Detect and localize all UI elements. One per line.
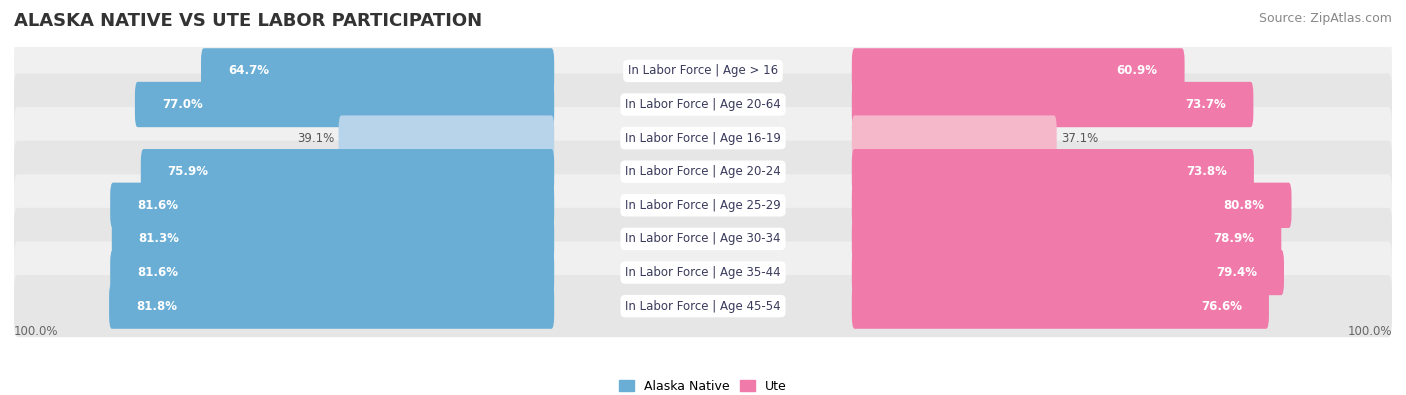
Text: Source: ZipAtlas.com: Source: ZipAtlas.com: [1258, 12, 1392, 25]
Text: 75.9%: 75.9%: [167, 165, 208, 178]
FancyBboxPatch shape: [112, 216, 554, 261]
Text: 100.0%: 100.0%: [1347, 325, 1392, 338]
FancyBboxPatch shape: [852, 82, 1253, 127]
Text: In Labor Force | Age 20-24: In Labor Force | Age 20-24: [626, 165, 780, 178]
FancyBboxPatch shape: [135, 82, 554, 127]
Text: In Labor Force | Age 25-29: In Labor Force | Age 25-29: [626, 199, 780, 212]
FancyBboxPatch shape: [339, 115, 554, 161]
FancyBboxPatch shape: [852, 284, 1270, 329]
Text: 39.1%: 39.1%: [297, 132, 335, 145]
FancyBboxPatch shape: [201, 48, 554, 94]
Text: In Labor Force | Age > 16: In Labor Force | Age > 16: [628, 64, 778, 77]
FancyBboxPatch shape: [14, 208, 1392, 270]
Text: 81.6%: 81.6%: [136, 266, 179, 279]
FancyBboxPatch shape: [14, 141, 1392, 203]
FancyBboxPatch shape: [110, 182, 554, 228]
FancyBboxPatch shape: [110, 284, 554, 329]
Text: In Labor Force | Age 16-19: In Labor Force | Age 16-19: [626, 132, 780, 145]
Text: 80.8%: 80.8%: [1223, 199, 1264, 212]
FancyBboxPatch shape: [14, 73, 1392, 135]
Text: In Labor Force | Age 30-34: In Labor Force | Age 30-34: [626, 232, 780, 245]
FancyBboxPatch shape: [141, 149, 554, 194]
FancyBboxPatch shape: [14, 241, 1392, 304]
FancyBboxPatch shape: [14, 40, 1392, 102]
FancyBboxPatch shape: [852, 216, 1281, 261]
FancyBboxPatch shape: [110, 250, 554, 295]
FancyBboxPatch shape: [14, 107, 1392, 169]
Text: 81.3%: 81.3%: [139, 232, 180, 245]
Text: 81.6%: 81.6%: [136, 199, 179, 212]
FancyBboxPatch shape: [852, 48, 1185, 94]
Text: 81.8%: 81.8%: [136, 299, 177, 312]
Text: ALASKA NATIVE VS UTE LABOR PARTICIPATION: ALASKA NATIVE VS UTE LABOR PARTICIPATION: [14, 12, 482, 30]
Text: 100.0%: 100.0%: [14, 325, 59, 338]
Text: 79.4%: 79.4%: [1216, 266, 1257, 279]
FancyBboxPatch shape: [14, 275, 1392, 337]
FancyBboxPatch shape: [852, 115, 1057, 161]
Text: 73.7%: 73.7%: [1185, 98, 1226, 111]
Text: 78.9%: 78.9%: [1213, 232, 1254, 245]
FancyBboxPatch shape: [852, 182, 1292, 228]
Text: In Labor Force | Age 35-44: In Labor Force | Age 35-44: [626, 266, 780, 279]
FancyBboxPatch shape: [852, 250, 1284, 295]
Text: 73.8%: 73.8%: [1187, 165, 1227, 178]
Text: 60.9%: 60.9%: [1116, 64, 1157, 77]
Text: In Labor Force | Age 45-54: In Labor Force | Age 45-54: [626, 299, 780, 312]
Text: 77.0%: 77.0%: [162, 98, 202, 111]
Text: 64.7%: 64.7%: [228, 64, 269, 77]
Text: 76.6%: 76.6%: [1201, 299, 1241, 312]
Legend: Alaska Native, Ute: Alaska Native, Ute: [614, 375, 792, 395]
FancyBboxPatch shape: [14, 174, 1392, 236]
FancyBboxPatch shape: [852, 149, 1254, 194]
Text: 37.1%: 37.1%: [1060, 132, 1098, 145]
Text: In Labor Force | Age 20-64: In Labor Force | Age 20-64: [626, 98, 780, 111]
